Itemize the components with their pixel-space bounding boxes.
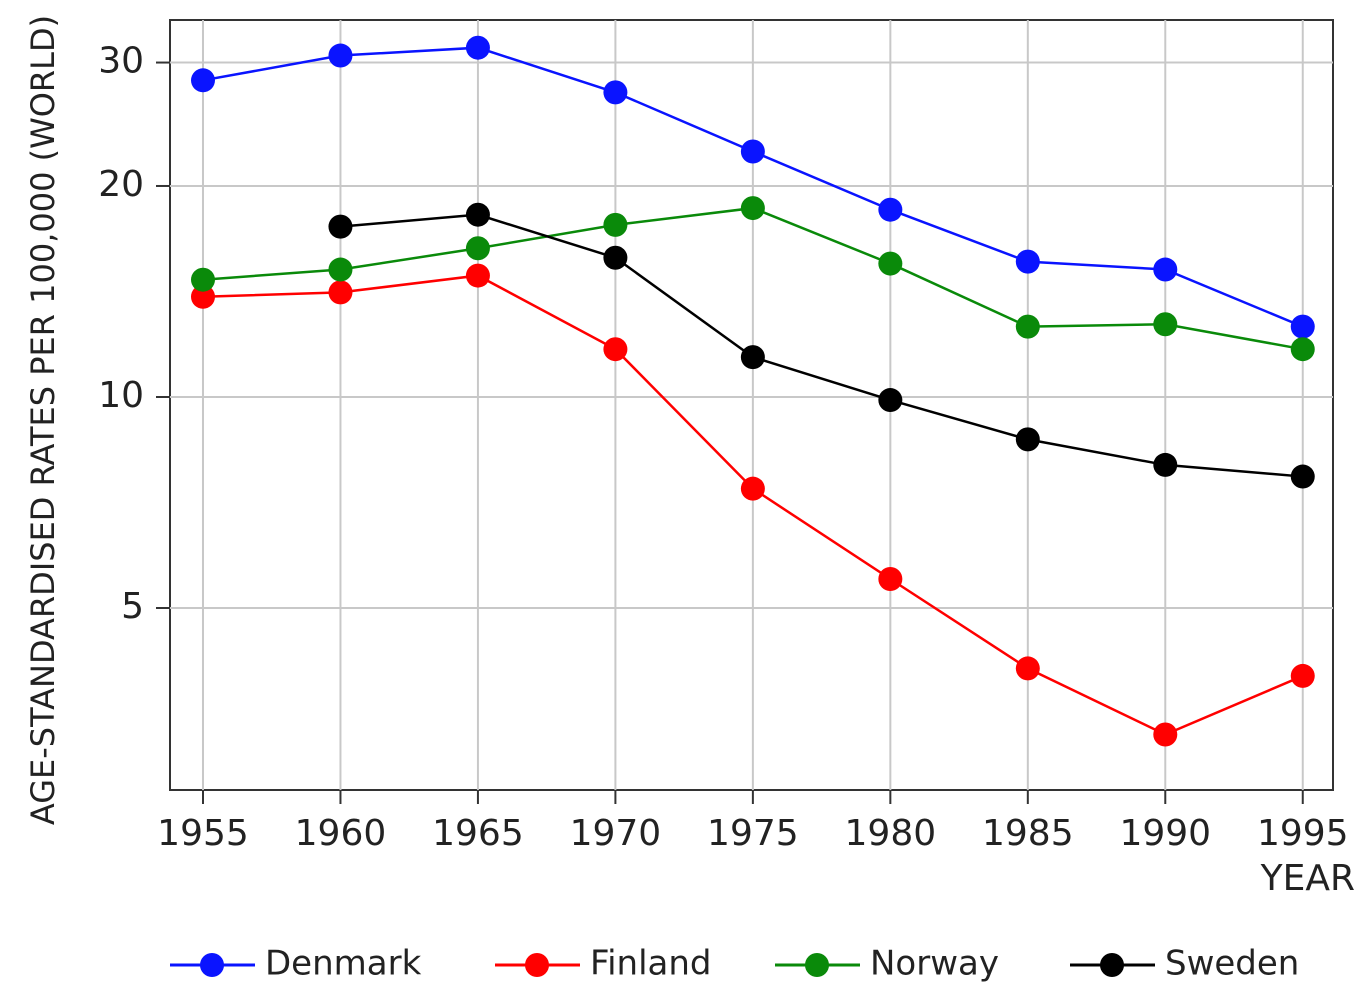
- data-point: [465, 263, 490, 288]
- data-point: [1015, 427, 1040, 452]
- data-point: [328, 257, 353, 282]
- x-tick-label: 1990: [1119, 813, 1211, 854]
- data-point: [1290, 337, 1315, 362]
- x-tick-label: 1980: [845, 813, 937, 854]
- x-tick-label: 1965: [432, 813, 524, 854]
- x-tick-label: 1955: [157, 813, 249, 854]
- legend-label: Denmark: [265, 944, 422, 984]
- x-tick-label: 1960: [295, 813, 387, 854]
- x-tick-label: 1975: [707, 813, 799, 854]
- data-point: [190, 68, 215, 93]
- x-tick-label: 1985: [982, 813, 1074, 854]
- legend-marker: [200, 953, 224, 977]
- data-point: [878, 251, 903, 276]
- legend-marker: [1100, 953, 1124, 977]
- data-point: [740, 196, 765, 221]
- x-axis-label: YEAR: [1260, 858, 1355, 899]
- data-point: [190, 284, 215, 309]
- data-point: [1290, 314, 1315, 339]
- data-point: [1015, 656, 1040, 681]
- legend-marker: [525, 953, 549, 977]
- data-point: [878, 566, 903, 591]
- data-point: [603, 245, 628, 270]
- legend-label: Finland: [590, 944, 712, 984]
- y-tick-label: 20: [98, 164, 144, 205]
- series-line: [340, 213, 1303, 478]
- data-point: [878, 388, 903, 413]
- y-axis-label: AGE-STANDARDISED RATES PER 100,000 (WORL…: [24, 15, 62, 825]
- data-point: [465, 35, 490, 60]
- data-point: [1153, 257, 1178, 282]
- data-point: [190, 267, 215, 292]
- data-point: [878, 197, 903, 222]
- data-point: [1153, 722, 1178, 747]
- data-point: [603, 337, 628, 362]
- data-point: [1015, 249, 1040, 274]
- data-point: [465, 236, 490, 261]
- data-point: [328, 214, 353, 239]
- data-point: [1290, 663, 1315, 688]
- y-tick-label: 10: [98, 375, 144, 416]
- data-point: [328, 43, 353, 68]
- data-point: [603, 80, 628, 105]
- data-point: [603, 212, 628, 237]
- y-tick-label: 5: [121, 586, 144, 627]
- data-point: [1153, 312, 1178, 337]
- data-point: [328, 280, 353, 305]
- data-point: [740, 345, 765, 370]
- legend-label: Sweden: [1165, 944, 1299, 984]
- data-point: [740, 139, 765, 164]
- data-point: [1290, 464, 1315, 489]
- x-tick-label: 1970: [570, 813, 662, 854]
- data-point: [465, 202, 490, 227]
- legend-marker: [805, 953, 829, 977]
- y-tick-label: 30: [98, 41, 144, 82]
- x-tick-label: 1995: [1257, 813, 1349, 854]
- legend-label: Norway: [870, 944, 999, 984]
- data-point: [1153, 452, 1178, 477]
- plot-area: [169, 19, 1334, 791]
- data-point: [1015, 314, 1040, 339]
- data-point: [740, 476, 765, 501]
